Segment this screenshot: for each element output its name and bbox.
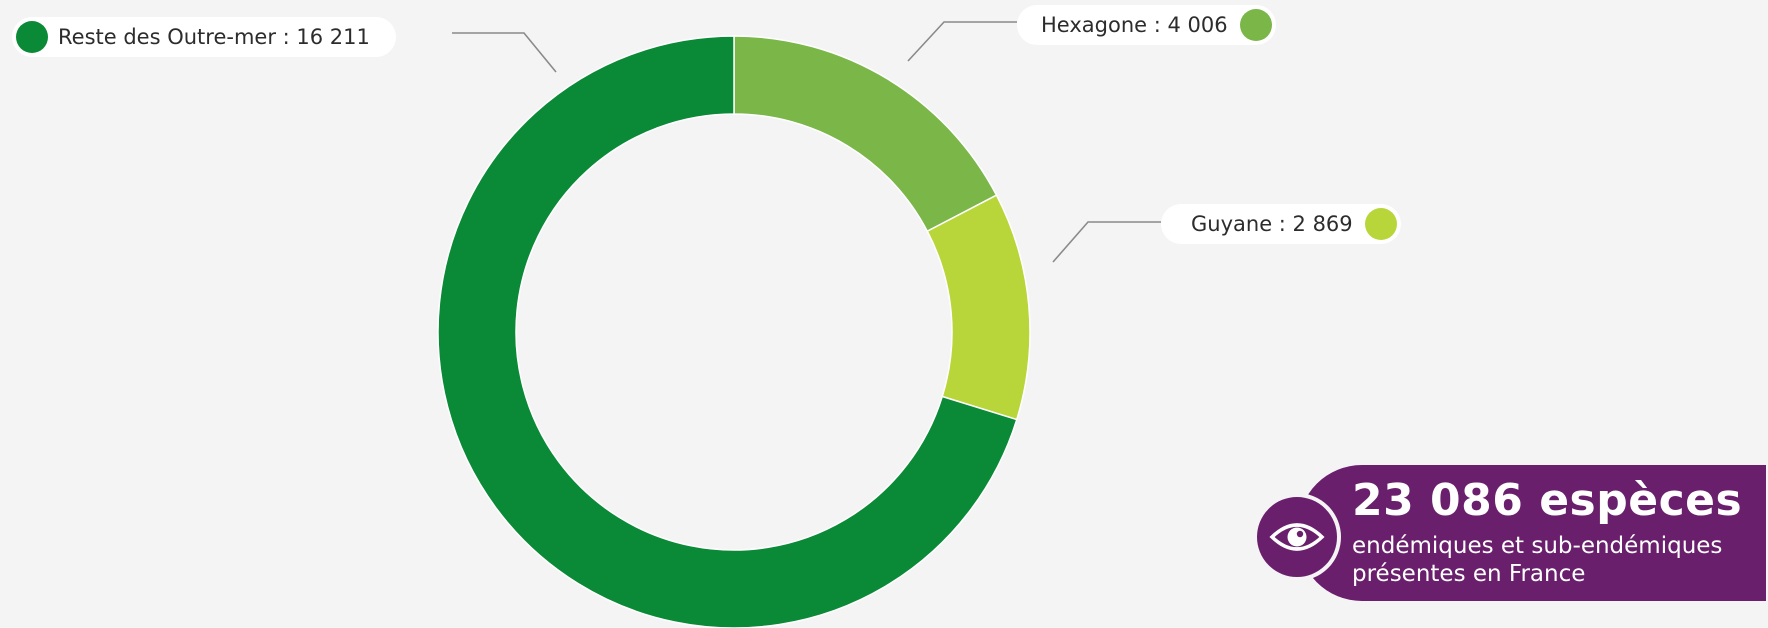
- leader-lines: [452, 21, 1161, 263]
- donut-slices: [437, 35, 1031, 628]
- slice-guyane: [926, 194, 1031, 421]
- badge-description-line1: endémiques et sub-endémiques: [1352, 533, 1723, 559]
- badge-total-value: 23 086 espèces: [1352, 475, 1743, 526]
- label-reste-des-outre-mer: Reste des Outre-mer : 16 211: [12, 17, 396, 57]
- total-species-badge: 23 086 espèces endémiques et sub-endémiq…: [1298, 465, 1766, 601]
- leader-line-reste: [452, 32, 557, 73]
- legend-dot-reste: [16, 21, 48, 53]
- slice-reste-des-outre-mer: [437, 35, 1018, 628]
- label-guyane: Guyane : 2 869: [1161, 204, 1401, 244]
- label-hexagone-text: Hexagone : 4 006: [1041, 13, 1228, 37]
- leader-line-guyane: [1052, 221, 1161, 263]
- badge-description-line2: présentes en France: [1352, 561, 1586, 587]
- label-hexagone: Hexagone : 4 006: [1017, 5, 1276, 45]
- label-reste-text: Reste des Outre-mer : 16 211: [58, 25, 370, 49]
- legend-dot-guyane: [1364, 208, 1397, 240]
- eye-icon: [1253, 493, 1341, 581]
- slice-hexagone: [733, 35, 998, 233]
- leader-line-hexagone: [907, 21, 1017, 62]
- legend-dot-hexagone: [1239, 9, 1272, 41]
- label-guyane-text: Guyane : 2 869: [1191, 212, 1353, 236]
